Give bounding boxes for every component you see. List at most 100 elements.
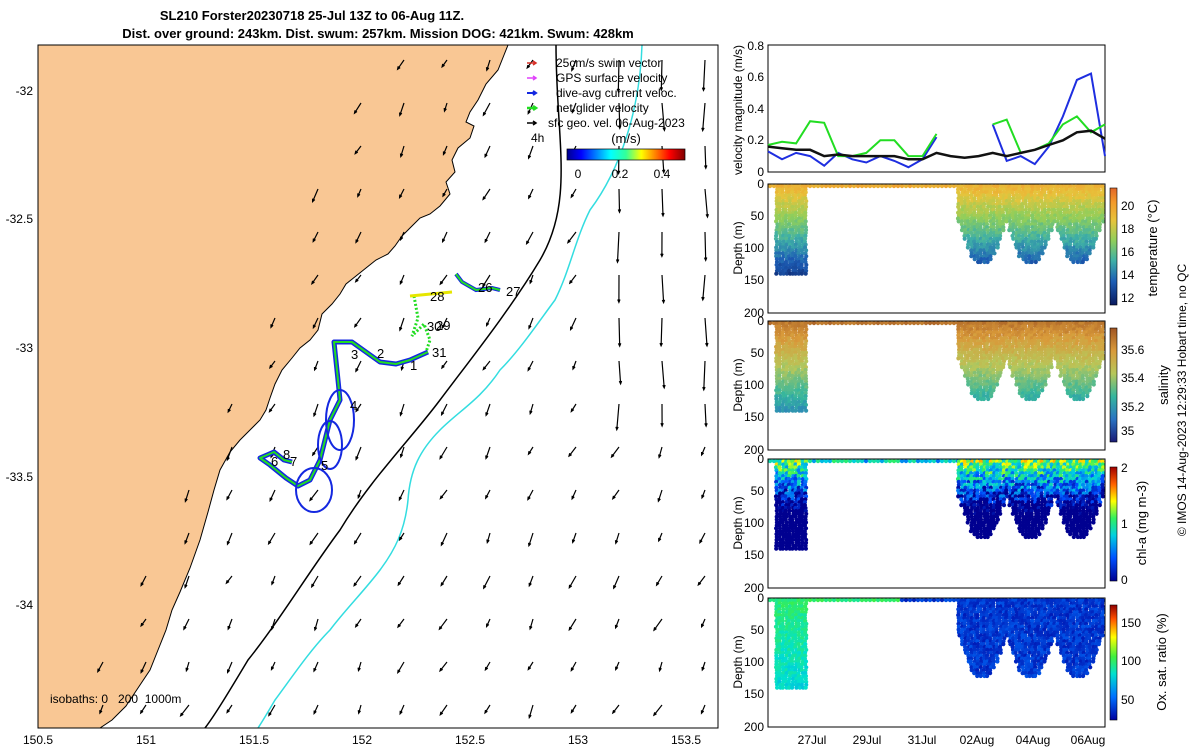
colorbar-tick-label: 0.4 bbox=[654, 167, 671, 181]
blue-arrow-icon bbox=[527, 90, 538, 96]
sample-dot bbox=[803, 546, 809, 551]
velocity-tick-label: 0.8 bbox=[747, 39, 764, 53]
current-vector-arrow bbox=[268, 403, 276, 413]
current-vector-arrow bbox=[484, 231, 491, 244]
current-vector-arrow bbox=[618, 360, 623, 386]
surface-sample-dot bbox=[819, 320, 825, 326]
sample-dot bbox=[1032, 396, 1038, 402]
sample-dot bbox=[1004, 356, 1009, 361]
depth-tick-label: 150 bbox=[744, 273, 764, 287]
sample-dot bbox=[1091, 242, 1096, 247]
colorbar-tick-label: 0 bbox=[575, 167, 582, 181]
sample-dot bbox=[803, 685, 808, 690]
current-vector-arrow bbox=[399, 102, 405, 117]
current-vector-arrow bbox=[184, 575, 190, 589]
sample-dot bbox=[1087, 251, 1092, 256]
cbar-tick-label: 2 bbox=[1121, 461, 1128, 475]
current-vector-arrow bbox=[140, 575, 147, 587]
current-vector-arrow bbox=[183, 618, 190, 631]
current-vector-arrow bbox=[313, 661, 319, 673]
current-vector-arrow bbox=[267, 532, 276, 546]
surface-sample-dot bbox=[919, 458, 925, 464]
current-vector-arrow bbox=[440, 575, 448, 587]
current-vector-arrow bbox=[614, 532, 620, 545]
sample-dot bbox=[1024, 233, 1029, 238]
surface-sample-dot bbox=[919, 183, 925, 189]
cbar-tick-label: 35 bbox=[1121, 424, 1135, 438]
surface-sample-dot bbox=[871, 183, 877, 189]
waypoint-label: 28 bbox=[430, 289, 444, 304]
waypoint-label: 2 bbox=[377, 346, 384, 361]
current-vector-arrow bbox=[226, 489, 233, 501]
surface-sample-dot bbox=[835, 458, 841, 464]
current-vector-arrow bbox=[697, 575, 706, 587]
isobath-1000m bbox=[257, 45, 643, 728]
sample-dot bbox=[1017, 248, 1022, 253]
sample-dot bbox=[800, 382, 806, 387]
map-legend: 25cm/s swim vector GPS surface velocity … bbox=[527, 56, 686, 181]
current-vector-arrow bbox=[703, 231, 708, 262]
sample-dot bbox=[956, 356, 961, 361]
current-vector-arrow bbox=[399, 231, 405, 242]
current-vector-arrow bbox=[659, 317, 663, 348]
current-vector-arrow bbox=[527, 145, 534, 160]
sample-dot bbox=[1055, 344, 1060, 349]
current-vector-arrow bbox=[353, 102, 362, 115]
surface-sample-dot bbox=[923, 458, 929, 464]
current-vector-arrow bbox=[313, 403, 319, 418]
current-vector-arrow bbox=[571, 532, 577, 544]
sample-dot bbox=[998, 511, 1003, 516]
sample-dot bbox=[786, 373, 791, 378]
sample-dot bbox=[780, 408, 786, 413]
current-vector-arrow bbox=[486, 532, 491, 544]
sample-dot bbox=[985, 187, 990, 192]
current-vector-arrow bbox=[441, 59, 448, 69]
sample-dot bbox=[803, 210, 808, 215]
salinity-cbar-label: salinity bbox=[1156, 365, 1171, 405]
isobath-200m bbox=[204, 45, 562, 728]
sample-dot bbox=[965, 245, 971, 250]
black-arrow-icon bbox=[527, 120, 538, 126]
current-vector-arrow bbox=[525, 231, 534, 246]
current-vector-arrow bbox=[397, 618, 405, 629]
current-vector-arrow bbox=[310, 274, 319, 285]
surface-sample-dot bbox=[911, 458, 917, 464]
sample-dot bbox=[1029, 259, 1034, 265]
velocity-line bbox=[767, 129, 1106, 161]
sample-dot bbox=[787, 347, 792, 352]
current-vector-arrow bbox=[483, 575, 491, 590]
sample-dot bbox=[1043, 382, 1048, 387]
sample-dot bbox=[1081, 239, 1086, 244]
chlorophyll-section bbox=[767, 458, 1106, 551]
surface-sample-dot bbox=[859, 183, 865, 189]
sample-dot bbox=[1058, 204, 1063, 209]
sample-dot bbox=[997, 373, 1002, 378]
temperature-section bbox=[767, 183, 1106, 276]
cbar-tick-label: 35.2 bbox=[1121, 400, 1145, 414]
surface-sample-dot bbox=[855, 458, 861, 464]
surface-sample-dot bbox=[883, 183, 889, 189]
sample-dot bbox=[1030, 534, 1035, 540]
sample-dot bbox=[1097, 228, 1102, 233]
current-vector-arrow bbox=[527, 661, 534, 671]
surface-sample-dot bbox=[899, 458, 905, 464]
surface-sample-dot bbox=[939, 320, 945, 326]
map-frame bbox=[37, 44, 719, 729]
current-vector-arrow bbox=[312, 231, 319, 243]
current-vector-arrow bbox=[184, 532, 190, 545]
legend-label: GPS surface velocity bbox=[556, 71, 667, 85]
sample-dot bbox=[796, 399, 801, 404]
sample-dot bbox=[991, 367, 996, 373]
sample-dot bbox=[1023, 199, 1028, 204]
net-velocity-track bbox=[455, 273, 501, 292]
lat-tick-label: -34 bbox=[16, 598, 34, 612]
current-vector-arrow bbox=[610, 446, 620, 459]
sample-dot bbox=[1040, 526, 1045, 531]
land-area bbox=[38, 45, 509, 728]
current-vector-arrow bbox=[397, 575, 405, 587]
lon-tick-label: 150.5 bbox=[23, 733, 53, 747]
sample-dot bbox=[1088, 362, 1093, 367]
velocity-panel: 0 0.2 0.4 0.6 0.8 velocity magnitude (m/… bbox=[731, 39, 1106, 179]
salinity-colorbar bbox=[1109, 327, 1118, 443]
